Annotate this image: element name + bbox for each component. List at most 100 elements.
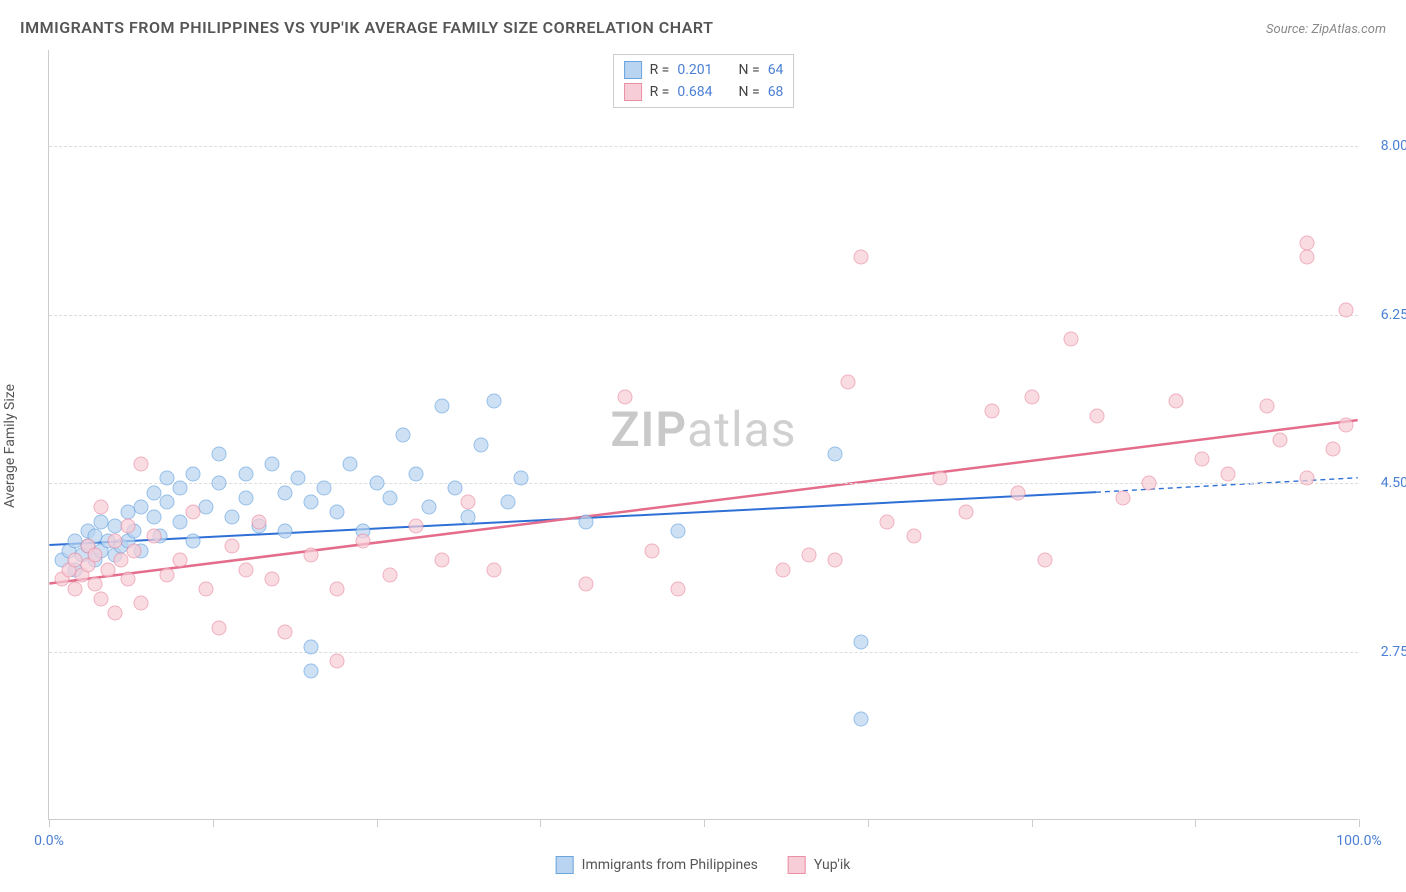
correlation-legend: R =0.201N =64R =0.684N =68 xyxy=(613,54,795,108)
scatter-point-yupik xyxy=(1299,249,1314,264)
scatter-point-philippines xyxy=(317,480,332,495)
scatter-point-yupik xyxy=(330,654,345,669)
scatter-point-philippines xyxy=(277,524,292,539)
scatter-point-yupik xyxy=(1037,553,1052,568)
scatter-point-philippines xyxy=(448,480,463,495)
scatter-point-yupik xyxy=(435,553,450,568)
scatter-point-philippines xyxy=(199,500,214,515)
scatter-point-yupik xyxy=(100,562,115,577)
scatter-point-yupik xyxy=(159,567,174,582)
scatter-point-philippines xyxy=(173,480,188,495)
scatter-point-philippines xyxy=(500,495,515,510)
gridline xyxy=(49,483,1358,484)
source-label: Source: xyxy=(1266,22,1308,37)
scatter-point-philippines xyxy=(854,711,869,726)
scatter-point-yupik xyxy=(775,562,790,577)
scatter-point-yupik xyxy=(382,567,397,582)
scatter-point-yupik xyxy=(114,553,129,568)
scatter-point-yupik xyxy=(1116,490,1131,505)
scatter-point-yupik xyxy=(1325,442,1340,457)
scatter-point-yupik xyxy=(1221,466,1236,481)
x-tick xyxy=(1359,819,1360,827)
series-legend-item-philippines: Immigrants from Philippines xyxy=(556,856,758,874)
scatter-point-yupik xyxy=(133,596,148,611)
scatter-point-philippines xyxy=(133,500,148,515)
scatter-point-philippines xyxy=(173,514,188,529)
scatter-point-philippines xyxy=(421,500,436,515)
scatter-point-philippines xyxy=(277,485,292,500)
scatter-point-philippines xyxy=(186,466,201,481)
scatter-point-philippines xyxy=(382,490,397,505)
y-tick-label: 4.50 xyxy=(1366,475,1406,491)
scatter-point-yupik xyxy=(107,606,122,621)
header-row: IMMIGRANTS FROM PHILIPPINES VS YUP'IK AV… xyxy=(20,18,1386,37)
scatter-point-philippines xyxy=(487,394,502,409)
scatter-point-yupik xyxy=(880,514,895,529)
scatter-point-yupik xyxy=(1011,485,1026,500)
x-tick xyxy=(49,819,50,827)
scatter-point-yupik xyxy=(959,505,974,520)
scatter-point-yupik xyxy=(238,562,253,577)
scatter-point-yupik xyxy=(68,582,83,597)
scatter-point-philippines xyxy=(225,509,240,524)
y-axis-label: Average Family Size xyxy=(2,384,18,508)
chart-container: ZIPatlas R =0.201N =64R =0.684N =68 2.75… xyxy=(48,50,1358,820)
scatter-point-philippines xyxy=(513,471,528,486)
r-value: 0.201 xyxy=(677,62,712,78)
y-tick-label: 6.25 xyxy=(1366,307,1406,323)
x-tick xyxy=(377,819,378,827)
series-legend-label: Yup'ik xyxy=(814,857,850,873)
watermark: ZIPatlas xyxy=(610,400,796,457)
scatter-point-yupik xyxy=(932,471,947,486)
scatter-point-philippines xyxy=(854,634,869,649)
scatter-point-yupik xyxy=(644,543,659,558)
scatter-point-philippines xyxy=(408,466,423,481)
scatter-point-philippines xyxy=(369,476,384,491)
scatter-point-philippines xyxy=(670,524,685,539)
chart-title: IMMIGRANTS FROM PHILIPPINES VS YUP'IK AV… xyxy=(20,18,713,37)
scatter-point-yupik xyxy=(1063,331,1078,346)
scatter-point-philippines xyxy=(474,437,489,452)
scatter-point-yupik xyxy=(94,591,109,606)
series-legend-label: Immigrants from Philippines xyxy=(582,857,758,873)
scatter-point-philippines xyxy=(159,471,174,486)
scatter-point-philippines xyxy=(212,447,227,462)
watermark-suffix: atlas xyxy=(687,400,796,457)
scatter-point-yupik xyxy=(1194,452,1209,467)
r-label: R = xyxy=(650,84,670,100)
scatter-point-yupik xyxy=(120,519,135,534)
gridline xyxy=(49,146,1358,147)
correlation-legend-row-yupik: R =0.684N =68 xyxy=(624,81,784,103)
series-legend: Immigrants from Philippines Yup'ik xyxy=(556,856,851,874)
scatter-point-yupik xyxy=(133,456,148,471)
scatter-point-philippines xyxy=(146,485,161,500)
scatter-point-yupik xyxy=(94,500,109,515)
scatter-point-philippines xyxy=(238,466,253,481)
gridline xyxy=(49,652,1358,653)
scatter-point-yupik xyxy=(1024,389,1039,404)
scatter-point-yupik xyxy=(304,548,319,563)
r-label: R = xyxy=(650,62,670,78)
scatter-point-yupik xyxy=(186,505,201,520)
scatter-point-yupik xyxy=(277,625,292,640)
n-label: N = xyxy=(739,84,760,100)
scatter-point-philippines xyxy=(461,509,476,524)
legend-swatch-philippines xyxy=(624,61,642,79)
scatter-point-yupik xyxy=(107,533,122,548)
scatter-point-yupik xyxy=(1338,418,1353,433)
scatter-point-philippines xyxy=(186,533,201,548)
scatter-point-yupik xyxy=(1142,476,1157,491)
scatter-point-yupik xyxy=(251,514,266,529)
scatter-point-yupik xyxy=(579,577,594,592)
n-value: 68 xyxy=(768,84,784,100)
y-tick-label: 8.00 xyxy=(1366,138,1406,154)
scatter-point-yupik xyxy=(1299,471,1314,486)
series-legend-item-yupik: Yup'ik xyxy=(788,856,850,874)
scatter-point-yupik xyxy=(841,375,856,390)
x-tick xyxy=(1195,819,1196,827)
scatter-point-yupik xyxy=(87,577,102,592)
plot-area: ZIPatlas R =0.201N =64R =0.684N =68 2.75… xyxy=(48,50,1358,820)
scatter-point-yupik xyxy=(1273,432,1288,447)
x-tick-label: 0.0% xyxy=(34,833,64,849)
scatter-point-yupik xyxy=(173,553,188,568)
